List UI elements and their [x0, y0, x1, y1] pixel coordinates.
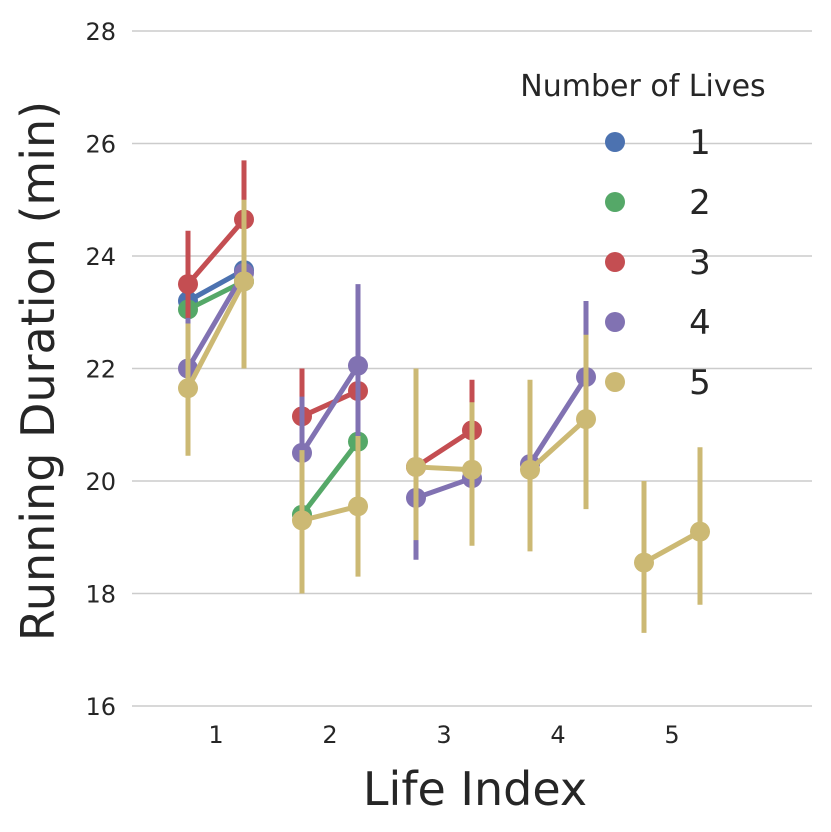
data-point — [520, 459, 540, 480]
series-line — [185, 280, 247, 390]
x-axis-label: Life Index — [363, 762, 587, 816]
legend-marker — [605, 252, 625, 272]
series-line — [300, 388, 360, 419]
series-line — [527, 375, 589, 466]
series-line — [414, 428, 474, 470]
y-tick-label: 16 — [85, 693, 116, 721]
legend-marker — [605, 372, 625, 392]
y-tick-label: 22 — [85, 356, 116, 384]
data-point — [406, 456, 426, 477]
data-point — [690, 521, 710, 542]
y-tick-label: 24 — [85, 243, 116, 271]
series-line — [300, 440, 360, 517]
legend-title: Number of Lives — [520, 69, 765, 104]
data-point — [234, 271, 254, 292]
y-tick-label: 28 — [85, 18, 116, 46]
legend-item: 4 — [605, 303, 711, 343]
legend-label: 4 — [689, 303, 711, 343]
series-line — [299, 364, 361, 455]
y-tick-label: 18 — [85, 581, 116, 609]
y-tick-labels: 16 18 20 22 24 26 28 — [85, 18, 116, 721]
legend-item: 1 — [605, 123, 711, 163]
series-line — [528, 417, 588, 472]
x-tick-label: 2 — [322, 721, 337, 749]
legend-label: 3 — [689, 243, 711, 283]
legend-marker — [605, 192, 625, 212]
y-tick-label: 26 — [85, 131, 116, 159]
series-line — [642, 529, 702, 565]
data-point — [292, 510, 312, 531]
legend-marker — [605, 132, 625, 152]
legend-items: 1 2 3 4 5 — [605, 123, 711, 403]
series-4 — [178, 216, 596, 560]
series-3 — [178, 160, 482, 518]
data-point — [576, 409, 596, 430]
data-point — [178, 274, 198, 295]
legend-label: 1 — [689, 123, 711, 163]
data-point — [634, 552, 654, 573]
legend-item: 2 — [605, 183, 711, 223]
series-line — [186, 217, 246, 286]
x-tick-label: 3 — [436, 721, 451, 749]
data-point — [348, 355, 368, 376]
series-layer — [178, 160, 710, 633]
series-line — [185, 271, 247, 370]
x-tick-labels: 1 2 3 4 5 — [208, 721, 679, 749]
x-tick-label: 1 — [208, 721, 223, 749]
x-tick-label: 4 — [550, 721, 565, 749]
legend-marker — [605, 312, 625, 332]
legend-label: 2 — [689, 183, 711, 223]
data-point — [178, 378, 198, 399]
legend-item: 3 — [605, 243, 711, 283]
data-point — [462, 459, 482, 480]
y-axis-label: Running Duration (min) — [11, 101, 65, 641]
y-tick-label: 20 — [85, 468, 116, 496]
legend: Number of Lives 1 2 3 4 5 — [520, 69, 765, 403]
data-point — [348, 496, 368, 517]
series-5 — [178, 199, 710, 633]
x-tick-label: 5 — [664, 721, 679, 749]
legend-label: 5 — [689, 363, 711, 403]
legend-item: 5 — [605, 363, 711, 403]
